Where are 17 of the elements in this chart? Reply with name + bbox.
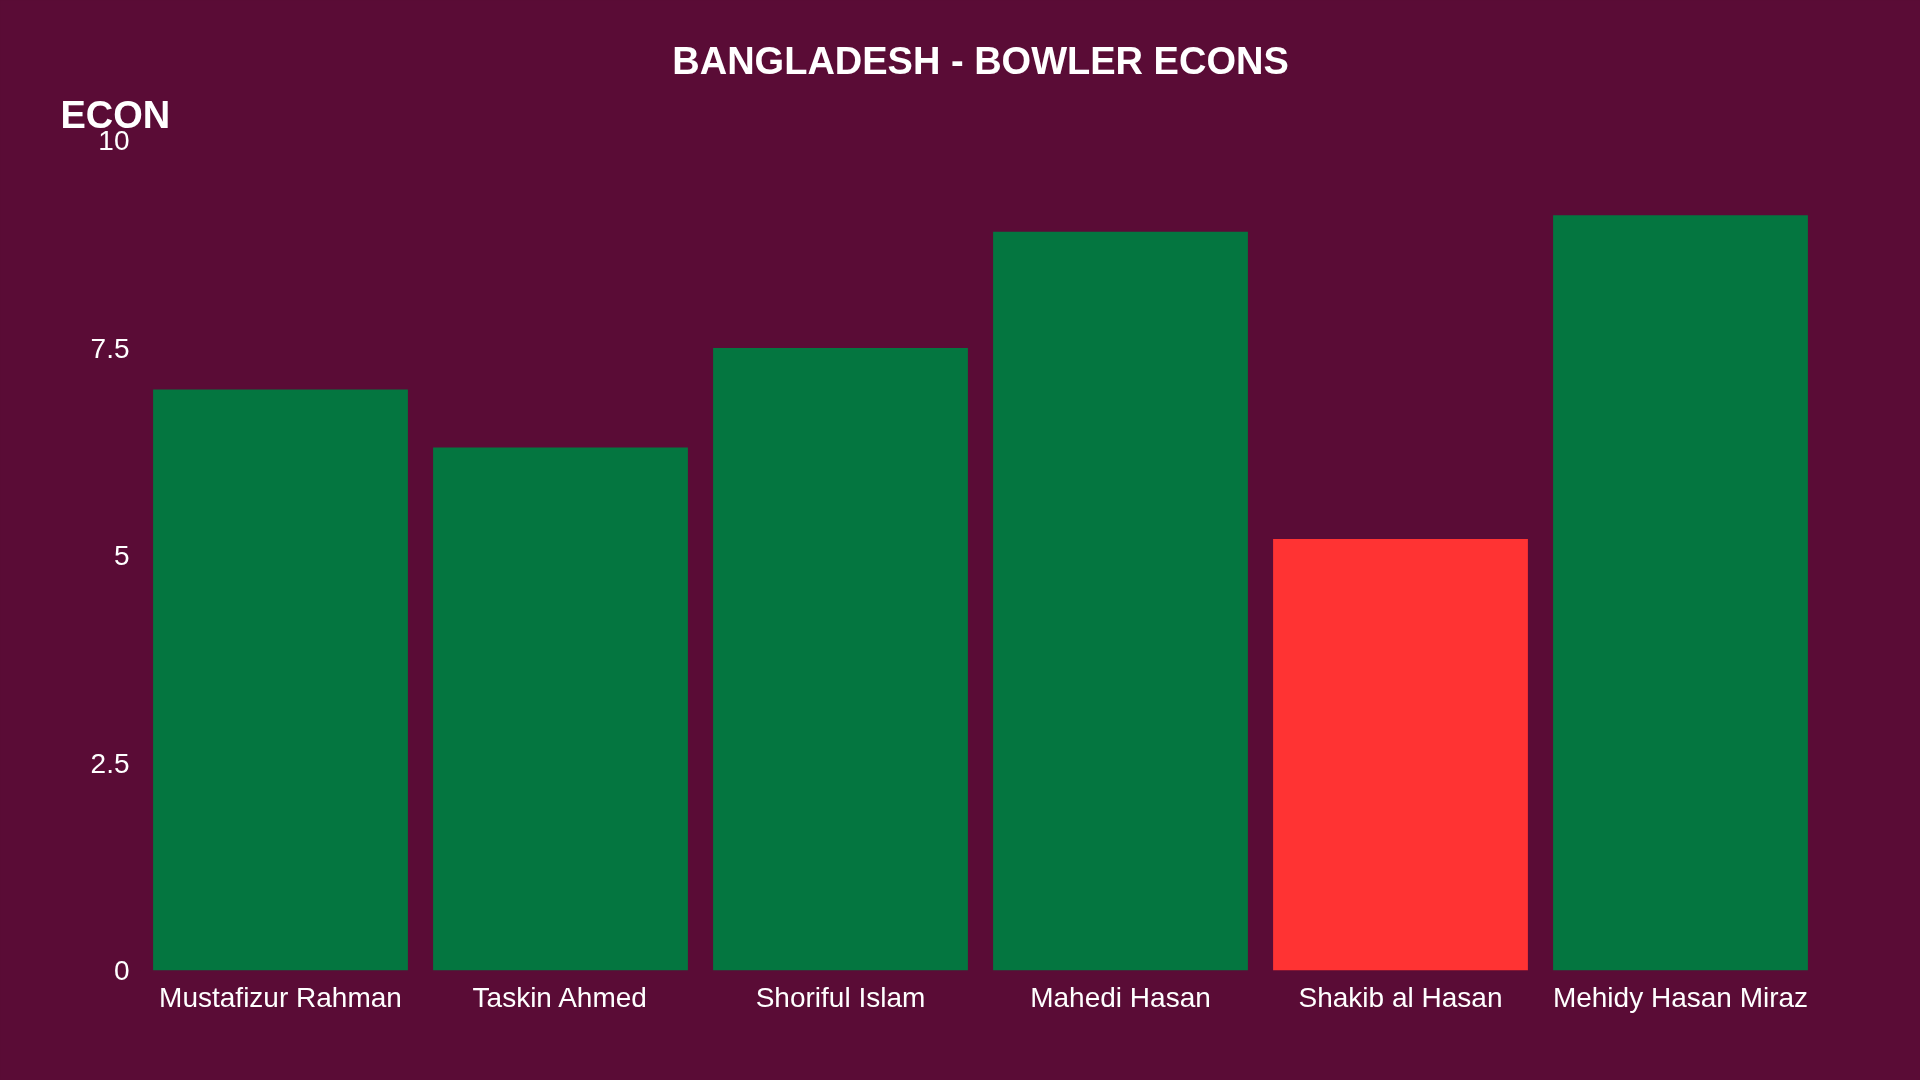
bar: [1553, 215, 1808, 971]
y-tick-label: 0: [113, 955, 130, 986]
x-tick-label: Mustafizur Rahman: [159, 981, 402, 1013]
bar: [713, 348, 968, 971]
x-tick-label: Shoriful Islam: [755, 981, 926, 1013]
bar: [993, 231, 1248, 971]
y-tick-label: 5: [113, 540, 130, 571]
y-tick-label: 2.5: [90, 747, 130, 779]
chart-title: BANGLADESH - BOWLER ECONS: [672, 39, 1289, 82]
bar: [153, 389, 408, 971]
y-tick-label: 7.5: [90, 332, 130, 364]
bar: [433, 447, 688, 971]
x-tick-label: Mahedi Hasan: [1030, 981, 1211, 1013]
x-tick-label: Shakib al Hasan: [1298, 981, 1503, 1013]
bar: [1273, 538, 1528, 971]
x-tick-label: Taskin Ahmed: [472, 981, 647, 1013]
x-tick-label: Mehidy Hasan Miraz: [1552, 981, 1809, 1013]
